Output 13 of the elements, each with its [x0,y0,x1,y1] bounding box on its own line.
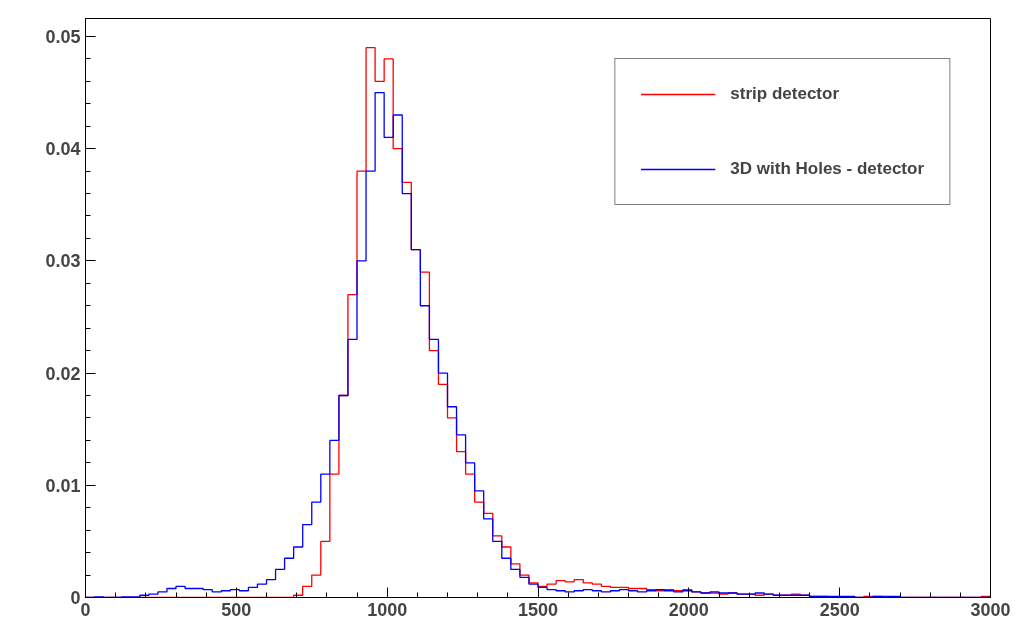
x-tick-label: 2000 [668,599,709,620]
legend-label: 3D with Holes - detector [730,159,924,179]
x-tick-label: 1500 [517,599,559,620]
y-tick-label: 0.02 [45,363,81,384]
y-tick-label: 0.04 [45,139,81,160]
x-tick-label: 500 [221,599,252,620]
x-tick-label: 1000 [367,599,408,620]
x-tick-label: 3000 [970,599,1011,620]
y-tick-label: 0.03 [45,251,81,272]
x-tick-label: 2500 [819,599,860,620]
legend-label: strip detector [730,84,839,104]
y-tick-label: 0.01 [45,475,81,496]
y-tick-label: 0.05 [45,26,81,47]
